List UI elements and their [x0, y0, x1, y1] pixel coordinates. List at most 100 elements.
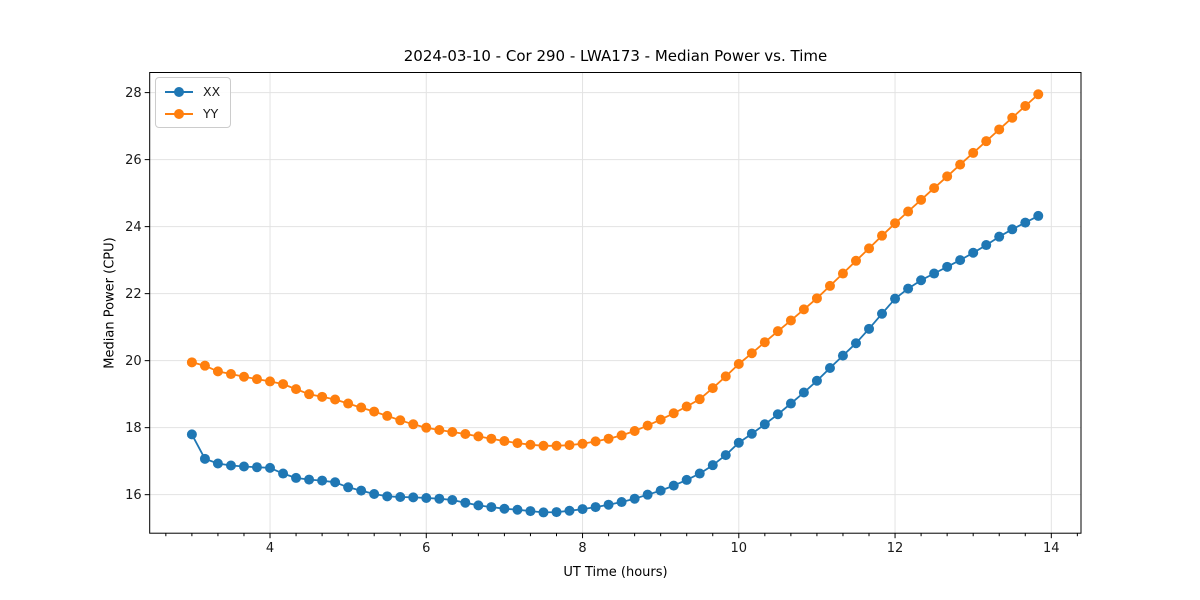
series-xx-point [460, 497, 471, 508]
x-tick-label: 10 [731, 541, 748, 556]
series-xx-point [694, 468, 705, 479]
series-xx-point [369, 488, 380, 499]
series-xx-point [525, 506, 536, 517]
series-yy-point [369, 406, 380, 417]
series-yy-point [499, 436, 510, 447]
series-xx-point [824, 363, 835, 374]
series-yy-point [929, 183, 940, 194]
series-yy-point [251, 374, 262, 385]
series-yy-point [304, 389, 315, 400]
series-yy-point [1033, 89, 1044, 100]
series-yy-point [981, 136, 992, 147]
series-xx-point [733, 437, 744, 448]
series-xx-point [837, 350, 848, 361]
legend-marker-yy-icon [165, 108, 193, 119]
y-tick-label: 24 [125, 220, 142, 235]
series-yy-point [356, 402, 367, 413]
series-yy-point [837, 268, 848, 279]
series-yy-point [577, 438, 588, 449]
series-yy-point [212, 366, 223, 377]
series-yy-point [824, 280, 835, 291]
series-xx-point [486, 502, 497, 513]
series-xx-point [330, 477, 341, 488]
series-yy-point [772, 326, 783, 337]
series-yy-point [239, 371, 250, 382]
series-yy-point [225, 369, 236, 380]
series-yy-point [603, 433, 614, 444]
series-yy-point [681, 401, 692, 412]
series-xx-point [538, 507, 549, 518]
series-yy-point [408, 419, 419, 430]
series-yy-point [395, 415, 406, 426]
series-yy-point [317, 391, 328, 402]
series-xx-point [903, 283, 914, 294]
y-axis-label: Median Power (CPU) [102, 237, 118, 369]
series-yy-point [850, 255, 861, 266]
series-xx-point [798, 387, 809, 398]
series-xx-point [434, 493, 445, 504]
series-xx-point [981, 240, 992, 251]
series-yy-point [265, 376, 276, 387]
series-xx-point [759, 419, 770, 430]
series-xx-point [616, 497, 627, 508]
series-xx-point [199, 453, 210, 464]
series-xx-point [551, 507, 562, 518]
series-xx-point [955, 255, 966, 266]
series-xx-point [642, 489, 653, 500]
y-tick-label: 28 [125, 86, 142, 101]
series-xx-point [916, 275, 927, 286]
series-xx-point [499, 503, 510, 514]
y-tick-label: 22 [125, 287, 142, 302]
x-tick-label: 4 [266, 541, 274, 556]
series-yy-point [655, 414, 666, 425]
series-xx-point [343, 482, 354, 493]
series-xx-point [473, 500, 484, 511]
series-yy-point [551, 440, 562, 451]
series-xx-point [811, 375, 822, 386]
series-yy-point [629, 426, 640, 437]
plot-spines [149, 72, 1082, 534]
series-xx-point [278, 468, 289, 479]
x-tick-label: 12 [887, 541, 904, 556]
series-xx-point [603, 499, 614, 510]
series-yy-point [382, 410, 393, 421]
legend-item-xx: XX [163, 83, 220, 100]
series-yy-point [330, 394, 341, 405]
series-xx-point [655, 485, 666, 496]
y-tick-label: 16 [125, 488, 142, 503]
series-xx-point [356, 485, 367, 496]
series-yy-point [668, 408, 679, 419]
series-xx-point [408, 492, 419, 503]
series-yy-point [798, 304, 809, 315]
series-xx-point [942, 261, 953, 272]
series-xx-point [929, 268, 940, 279]
series-yy-point [186, 357, 197, 368]
series-xx-point [395, 492, 406, 503]
series-yy-point [994, 124, 1005, 135]
series-xx-point [994, 231, 1005, 242]
series-xx-point [239, 461, 250, 472]
series-yy-point [434, 425, 445, 436]
series-xx-point [968, 247, 979, 258]
chart-title: 2024-03-10 - Cor 290 - LWA173 - Median P… [403, 47, 828, 65]
series-yy-point [291, 384, 302, 395]
series-xx-point [265, 462, 276, 473]
series-yy-point [616, 430, 627, 441]
legend-marker-xx-icon [165, 86, 193, 97]
series-yy-point [1007, 112, 1018, 123]
series-xx-point [864, 323, 875, 334]
series-xx-point [720, 450, 731, 461]
series-xx-point [629, 493, 640, 504]
series-xx-point [890, 293, 901, 304]
series-xx-point [577, 504, 588, 515]
series-yy-point [642, 420, 653, 431]
series-yy-point [955, 159, 966, 170]
series-xx-point [317, 475, 328, 486]
x-tick-label: 14 [1043, 541, 1060, 556]
series-yy-point [864, 243, 875, 254]
series-yy-point [538, 440, 549, 451]
x-axis-label: UT Time (hours) [563, 565, 668, 580]
series-yy-point [785, 315, 796, 326]
